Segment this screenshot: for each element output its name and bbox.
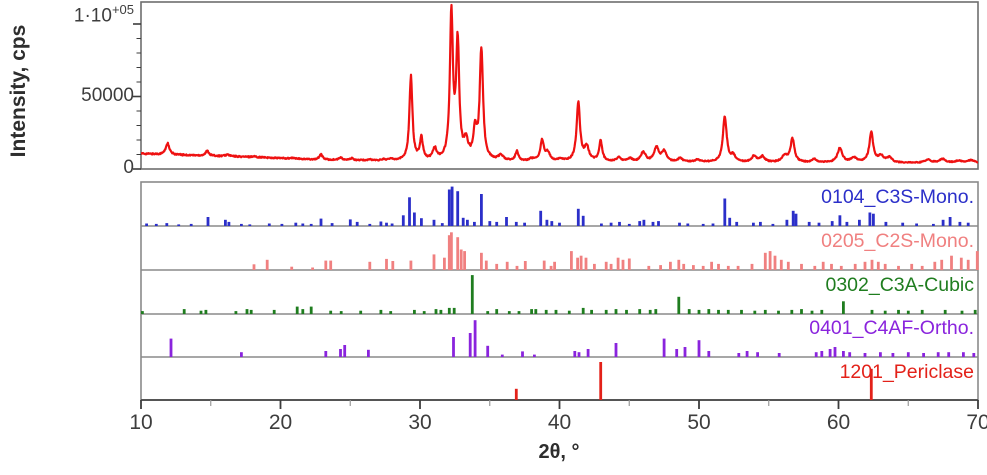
y-tick-exponent: +05 [111, 2, 134, 17]
x-axis-title: 2θ, ° [538, 441, 580, 463]
x-tick-label-20: 20 [268, 411, 293, 434]
phase-sticks-0205_C2S-Mono. [252, 232, 979, 271]
x-tick-label-70: 70 [966, 411, 987, 434]
phase-sticks-0104_C3S-Mono. [145, 186, 970, 227]
x-tick-label-10: 10 [129, 411, 153, 434]
phase-label-c3s: 0104_C3S-Mono. [821, 186, 974, 208]
phase-label-c3a: 0302_C3A-Cubic [825, 274, 974, 296]
phase-sticks-1201_Periclase [514, 362, 873, 400]
phase-label-c2s: 0205_C2S-Mono. [821, 230, 974, 252]
y-axis-ticks [133, 23, 141, 170]
y-tick-label-100000: 1·10+05 [73, 2, 134, 27]
x-tick-label-60: 60 [826, 411, 851, 434]
y-tick-label-0: 0 [123, 157, 134, 178]
measured-pattern-curve [141, 3, 978, 164]
x-tick-label-50: 50 [687, 411, 711, 434]
x-tick-label-30: 30 [408, 411, 432, 434]
phase-sticks-0401_C4AF-Ortho. [169, 320, 976, 357]
phase-label-c4af: 0401_C4AF-Ortho. [809, 317, 974, 339]
phase-label-periclase: 1201_Periclase [839, 361, 974, 383]
phase-sticks-0302_C3A-Cubic [141, 275, 977, 314]
x-axis-ticks [140, 400, 979, 409]
x-tick-label-40: 40 [547, 411, 572, 434]
y-tick-label-50000: 50000 [81, 85, 134, 106]
